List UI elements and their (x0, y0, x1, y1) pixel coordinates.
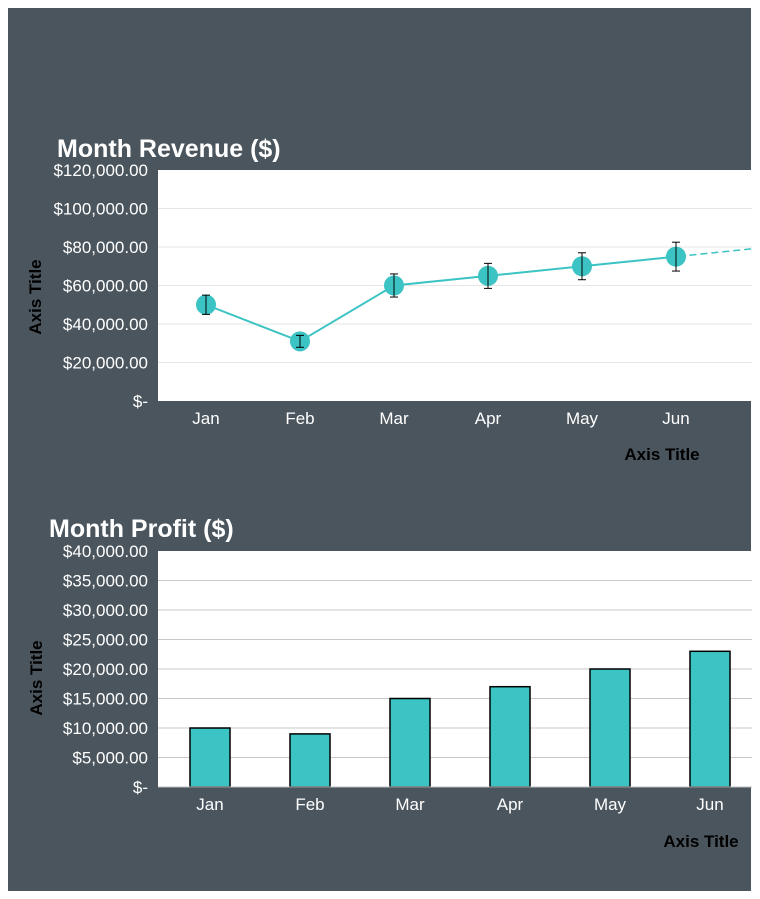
revenue-y-tick-labels: $120,000.00 $100,000.00 $80,000.00 $60,000.… (53, 161, 148, 411)
profit-x-tick-label: Feb (295, 795, 324, 814)
revenue-x-tick-label: Feb (285, 409, 314, 428)
profit-x-tick-label: Mar (395, 795, 425, 814)
profit-x-tick-label: Jun (696, 795, 723, 814)
revenue-error-bar (578, 252, 586, 281)
revenue-x-tick-label: Jun (662, 409, 689, 428)
profit-y-tick-label: $25,000.00 (63, 631, 148, 650)
profit-x-axis-title: Axis Title (663, 832, 738, 851)
revenue-y-tick-label: $40,000.00 (63, 315, 148, 334)
profit-bars (189, 650, 731, 788)
profit-y-tick-labels: $40,000.00 $35,000.00 $30,000.00 $25,000.00… (63, 542, 148, 797)
revenue-x-tick-label: May (566, 409, 599, 428)
revenue-y-tick-label: $120,000.00 (53, 161, 148, 180)
revenue-chart-title: Month Revenue ($) (57, 135, 281, 163)
revenue-error-bar (672, 241, 680, 272)
profit-x-tick-label: May (594, 795, 627, 814)
profit-bar (489, 685, 531, 788)
profit-x-tick-label: Jan (196, 795, 223, 814)
profit-bar (289, 733, 331, 788)
revenue-x-tick-label: Mar (379, 409, 409, 428)
revenue-error-bar (202, 294, 210, 315)
profit-y-tick-label: $40,000.00 (63, 542, 148, 561)
revenue-y-tick-label: $80,000.00 (63, 238, 148, 257)
profit-chart: Month Profit ($) $40,000.00 $35,000.00 $30… (27, 515, 752, 851)
profit-y-tick-label: $35,000.00 (63, 572, 148, 591)
profit-y-tick-label: $15,000.00 (63, 690, 148, 709)
revenue-y-tick-label: $60,000.00 (63, 277, 148, 296)
revenue-error-bar (296, 334, 304, 348)
profit-x-tick-labels: Jan Feb Mar Apr May Jun (196, 795, 723, 814)
profit-chart-title: Month Profit ($) (49, 515, 234, 543)
profit-bar (189, 727, 231, 788)
profit-y-tick-label: $- (133, 778, 148, 797)
revenue-error-bar (484, 262, 492, 289)
revenue-y-tick-label: $- (133, 392, 148, 411)
revenue-error-bars (202, 241, 680, 348)
profit-y-tick-label: $5,000.00 (72, 749, 148, 768)
revenue-x-axis-title: Axis Title (624, 445, 699, 464)
profit-bar (589, 668, 631, 788)
revenue-y-axis-title: Axis Title (26, 259, 45, 334)
revenue-error-bar (390, 273, 398, 298)
revenue-x-tick-labels: Jan Feb Mar Apr May Jun (192, 409, 689, 428)
profit-y-tick-label: $20,000.00 (63, 660, 148, 679)
profit-y-axis-title: Axis Title (27, 640, 46, 715)
profit-y-tick-label: $10,000.00 (63, 719, 148, 738)
profit-x-tick-label: Apr (497, 795, 524, 814)
revenue-y-tick-label: $20,000.00 (63, 354, 148, 373)
revenue-series-line (205, 255, 677, 343)
revenue-x-tick-label: Apr (475, 409, 502, 428)
revenue-y-tick-label: $100,000.00 (53, 200, 148, 219)
revenue-chart: Month Revenue ($) $120,000.00 $100,000.00… (26, 135, 753, 464)
profit-bar (689, 650, 731, 788)
revenue-x-tick-label: Jan (192, 409, 219, 428)
profit-gridlines (158, 580, 752, 758)
profit-y-tick-label: $30,000.00 (63, 601, 148, 620)
profit-bar (389, 697, 431, 788)
